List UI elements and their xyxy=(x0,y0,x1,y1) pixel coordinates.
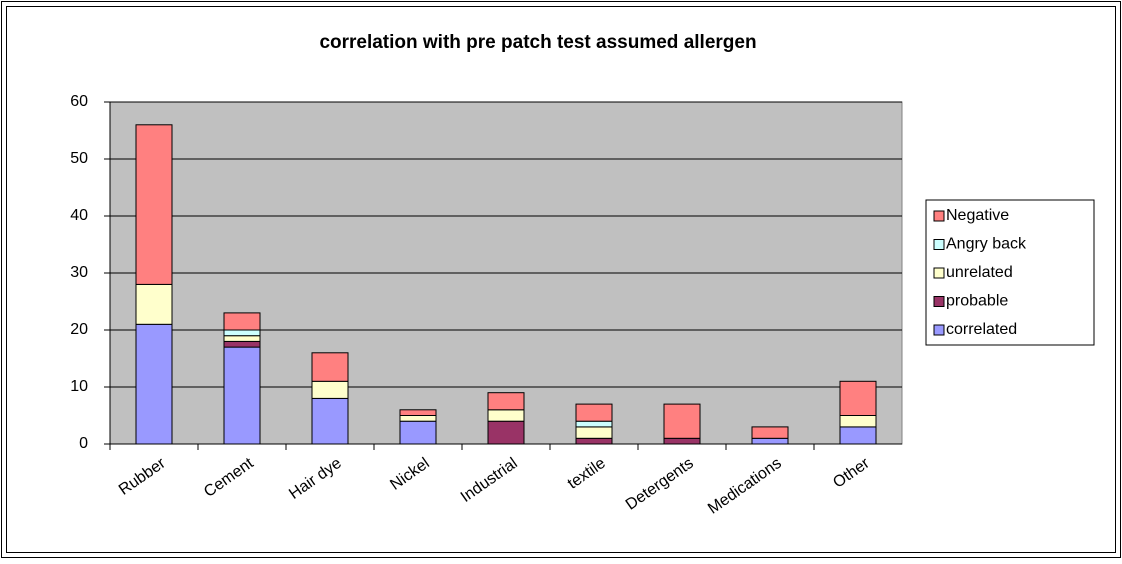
bar-segment xyxy=(223,329,261,337)
y-tick-label: 60 xyxy=(70,93,88,110)
y-tick-label: 20 xyxy=(70,321,88,338)
bar-segment xyxy=(399,415,437,422)
y-tick-label: 0 xyxy=(79,435,88,452)
legend-swatch xyxy=(933,239,945,250)
bar-segment xyxy=(575,437,613,445)
bar-segment xyxy=(223,340,261,348)
bar-segment xyxy=(223,335,261,342)
bar-segment xyxy=(487,392,525,411)
y-tick-label: 30 xyxy=(70,264,88,281)
bar-segment xyxy=(223,312,261,331)
bar-segment xyxy=(839,380,877,416)
legend-box xyxy=(925,199,1095,346)
bar-segment xyxy=(751,437,789,445)
bar-segment xyxy=(487,409,525,422)
bar-segment xyxy=(223,346,261,445)
y-tick-label: 40 xyxy=(70,207,88,224)
bar-segment xyxy=(311,352,349,382)
y-tick-label: 50 xyxy=(70,150,88,167)
legend-label: Angry back xyxy=(946,236,1027,253)
legend-label: Negative xyxy=(946,207,1009,224)
bar-segment xyxy=(663,403,701,439)
bar-segment xyxy=(575,426,613,439)
bar-segment xyxy=(575,420,613,428)
legend-label: correlated xyxy=(946,321,1017,338)
bar-segment xyxy=(135,323,173,445)
legend-label: probable xyxy=(946,293,1008,310)
bar-segment xyxy=(311,380,349,399)
legend-swatch xyxy=(933,210,945,222)
legend-label: unrelated xyxy=(946,264,1013,281)
chart-border xyxy=(6,6,1116,553)
legend-swatch xyxy=(933,267,945,279)
bar-segment xyxy=(487,420,525,445)
bar-segment xyxy=(311,397,349,445)
bar-segment xyxy=(751,426,789,439)
bar-segment xyxy=(575,403,613,422)
y-tick-label: 10 xyxy=(70,378,88,395)
bar-segment xyxy=(135,124,173,285)
chart-title: correlation with pre patch test assumed … xyxy=(319,32,756,53)
bar-segment xyxy=(399,420,437,445)
bar-segment xyxy=(399,409,437,416)
bar-segment xyxy=(839,426,877,445)
legend-swatch xyxy=(933,324,945,336)
bar-segment xyxy=(839,415,877,428)
legend-swatch xyxy=(933,296,945,307)
bar-segment xyxy=(663,437,701,445)
bar-segment xyxy=(135,283,173,325)
